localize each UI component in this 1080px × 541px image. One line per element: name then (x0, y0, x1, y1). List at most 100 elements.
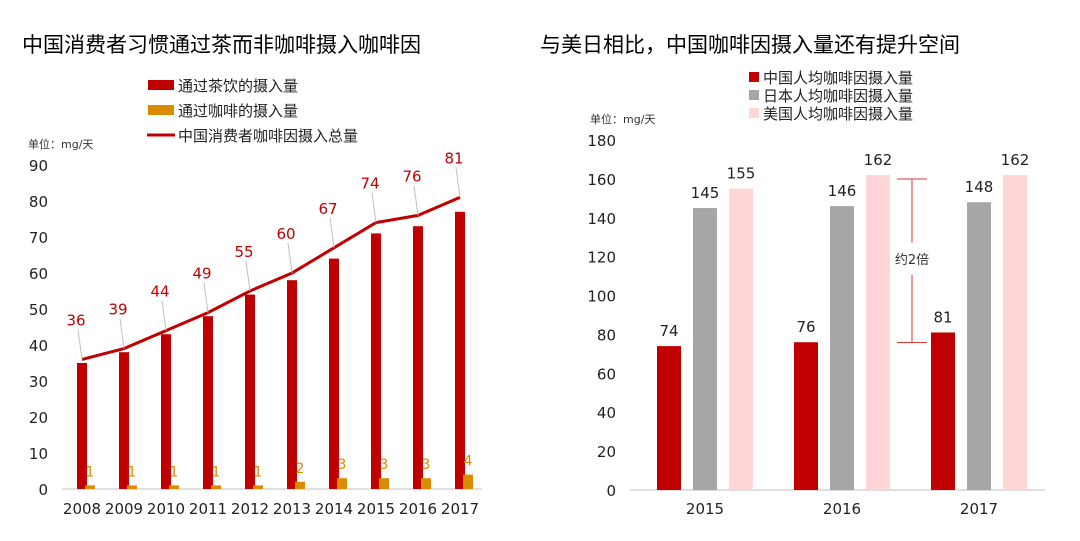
coffee-data-label: 1 (86, 464, 95, 480)
y-tick-label: 0 (606, 482, 616, 500)
y-tick-label: 40 (29, 337, 48, 355)
total-data-label: 60 (276, 225, 295, 243)
bar-series-1 (931, 332, 955, 490)
y-tick-label: 100 (587, 288, 616, 306)
bar-series-3 (729, 188, 753, 490)
total-data-label: 55 (234, 243, 253, 261)
coffee-data-label: 3 (338, 457, 347, 473)
bar-data-label: 148 (965, 178, 994, 196)
right-chart-title: 与美日相比，中国咖啡因摄入量还有提升空间 (540, 33, 960, 57)
tea-bar (203, 316, 213, 489)
bar-series-1 (657, 346, 681, 490)
label-leader-line (329, 217, 335, 248)
label-leader-line (77, 329, 83, 360)
tea-bar (287, 280, 297, 489)
label-leader-line (203, 282, 209, 313)
coffee-bar (379, 478, 389, 489)
total-data-label: 36 (66, 311, 85, 329)
coffee-bar (463, 474, 473, 489)
coffee-data-label: 1 (128, 464, 137, 480)
y-tick-label: 70 (29, 229, 48, 247)
tea-bar (413, 226, 423, 489)
y-tick-label: 60 (597, 365, 616, 383)
legend-swatch (749, 108, 759, 118)
tea-bar (371, 233, 381, 489)
label-leader-line (413, 185, 419, 216)
right-unit-label: 单位：mg/天 (590, 112, 655, 126)
legend-label: 通过咖啡的摄入量 (178, 102, 298, 120)
label-leader-line (371, 192, 377, 223)
total-data-label: 44 (150, 283, 169, 301)
legend-swatch (749, 72, 759, 82)
bar-data-label: 74 (659, 322, 678, 340)
x-tick-label: 2014 (315, 500, 353, 518)
bar-data-label: 81 (933, 309, 952, 327)
legend-swatch-tea (148, 80, 174, 90)
coffee-data-label: 2 (296, 461, 305, 477)
coffee-bar (169, 485, 179, 489)
tea-bar (329, 258, 339, 489)
legend-label: 美国人均咖啡因摄入量 (763, 105, 913, 123)
y-tick-label: 60 (29, 265, 48, 283)
legend-swatch (749, 90, 759, 100)
bar-series-2 (830, 206, 854, 490)
total-data-label: 67 (318, 200, 337, 218)
bar-data-label: 145 (691, 184, 720, 202)
coffee-bar (211, 485, 221, 489)
x-tick-label: 2009 (105, 500, 143, 518)
x-tick-label: 2008 (63, 500, 101, 518)
x-tick-label: 2013 (273, 500, 311, 518)
bar-series-1 (794, 342, 818, 490)
coffee-bar (253, 485, 263, 489)
y-tick-label: 120 (587, 249, 616, 267)
bar-series-2 (693, 208, 717, 491)
bar-data-label: 76 (796, 318, 815, 336)
legend-label: 日本人均咖啡因摄入量 (763, 87, 913, 105)
coffee-bar (127, 485, 137, 489)
x-tick-label: 2012 (231, 500, 269, 518)
legend-label: 中国人均咖啡因摄入量 (763, 69, 913, 87)
coffee-data-label: 3 (380, 457, 389, 473)
bar-data-label: 162 (1001, 151, 1030, 169)
y-tick-label: 140 (587, 210, 616, 228)
y-tick-label: 90 (29, 157, 48, 175)
total-data-label: 49 (192, 265, 211, 283)
coffee-data-label: 1 (254, 464, 263, 480)
legend-swatch-coffee (148, 105, 174, 115)
coffee-bar (295, 481, 305, 489)
total-data-label: 81 (444, 149, 463, 167)
x-tick-label: 2015 (686, 500, 724, 518)
x-tick-label: 2016 (823, 500, 861, 518)
y-tick-label: 20 (597, 443, 616, 461)
coffee-data-label: 3 (422, 457, 431, 473)
tea-bar (77, 363, 87, 489)
bar-data-label: 146 (828, 182, 857, 200)
y-tick-label: 10 (29, 445, 48, 463)
y-tick-label: 40 (597, 404, 616, 422)
coffee-bar (421, 478, 431, 489)
tea-bar (161, 334, 171, 489)
y-tick-label: 80 (29, 193, 48, 211)
bar-data-label: 155 (727, 165, 756, 183)
left-chart-title: 中国消费者习惯通过茶而非咖啡摄入咖啡因 (22, 33, 421, 57)
x-tick-label: 2015 (357, 500, 395, 518)
annotation-label: 约2倍 (895, 253, 929, 268)
bar-series-2 (967, 202, 991, 490)
tea-bar (245, 294, 255, 489)
label-leader-line (455, 167, 461, 198)
label-leader-line (287, 242, 293, 274)
bar-series-3 (1003, 175, 1027, 490)
x-tick-label: 2011 (189, 500, 227, 518)
bar-data-label: 162 (864, 151, 893, 169)
y-tick-label: 80 (597, 326, 616, 344)
x-tick-label: 2017 (960, 500, 998, 518)
coffee-data-label: 4 (464, 454, 473, 470)
label-leader-line (161, 300, 167, 331)
label-leader-line (119, 318, 125, 349)
x-tick-label: 2010 (147, 500, 185, 518)
x-tick-label: 2016 (399, 500, 437, 518)
y-tick-label: 0 (38, 481, 48, 499)
left-unit-label: 单位：mg/天 (28, 137, 93, 151)
y-tick-label: 20 (29, 409, 48, 427)
